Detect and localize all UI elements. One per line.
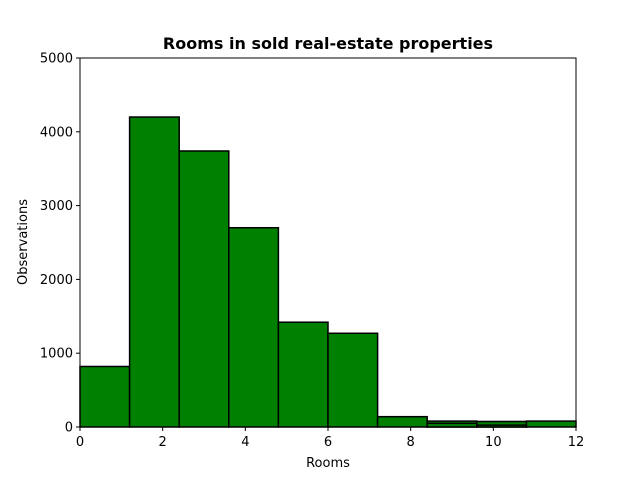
y-axis-label: Observations	[16, 199, 31, 285]
histogram-bar-2	[178, 150, 230, 428]
y-tick-label-2: 2000	[40, 273, 73, 288]
x-tick-label-6: 12	[568, 435, 585, 450]
y-tick-label-4: 4000	[40, 125, 73, 140]
histogram-bar-4	[277, 321, 329, 428]
y-tick-label-0: 0	[65, 421, 73, 436]
x-tick-label-5: 10	[485, 435, 502, 450]
chart-title: Rooms in sold real-estate properties	[163, 34, 493, 53]
y-tick-label-1: 1000	[40, 347, 73, 362]
histogram-bar-0	[79, 365, 131, 428]
y-tick-label-3: 3000	[40, 199, 73, 214]
x-tick-label-4: 8	[407, 435, 415, 450]
histogram-bar-3	[228, 226, 280, 428]
histogram-bar-9	[525, 420, 577, 428]
y-tick-label-5: 5000	[40, 52, 73, 67]
histogram-bar-1	[128, 116, 180, 428]
y-axis-ticks: 0 1000 2000 3000 4000 5000	[40, 52, 80, 436]
bars-group	[79, 116, 577, 428]
x-tick-label-0: 0	[76, 435, 84, 450]
x-tick-label-2: 4	[241, 435, 249, 450]
histogram-bar-6	[376, 415, 428, 428]
x-tick-label-1: 2	[159, 435, 167, 450]
x-tick-label-3: 6	[324, 435, 332, 450]
histogram-overlay-bar-0	[426, 422, 478, 428]
x-axis-ticks: 0 2 4 6 8 10 12	[76, 427, 584, 450]
x-axis-label: Rooms	[306, 456, 350, 471]
histogram-bar-5	[327, 332, 379, 428]
